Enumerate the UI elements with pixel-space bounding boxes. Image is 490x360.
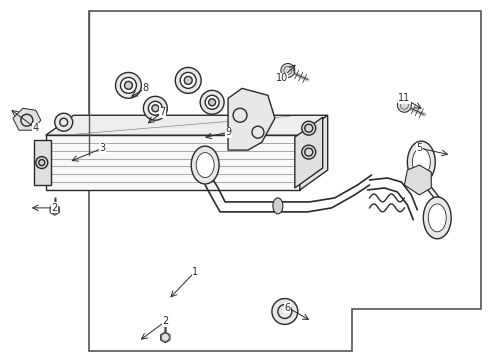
Polygon shape xyxy=(300,115,328,190)
Ellipse shape xyxy=(273,198,283,214)
Circle shape xyxy=(272,298,298,324)
Text: 11: 11 xyxy=(398,93,411,103)
Text: 8: 8 xyxy=(142,84,148,93)
Circle shape xyxy=(124,81,132,89)
Circle shape xyxy=(152,105,159,112)
Text: 2: 2 xyxy=(162,316,169,327)
Circle shape xyxy=(55,113,73,131)
Circle shape xyxy=(148,101,162,115)
Circle shape xyxy=(161,333,169,341)
Text: 5: 5 xyxy=(416,143,422,153)
Ellipse shape xyxy=(423,197,451,239)
Polygon shape xyxy=(89,11,481,351)
Polygon shape xyxy=(228,88,275,150)
Text: 9: 9 xyxy=(225,127,231,137)
Ellipse shape xyxy=(428,204,446,232)
Ellipse shape xyxy=(407,141,435,183)
Ellipse shape xyxy=(413,148,430,176)
Circle shape xyxy=(116,72,142,98)
Text: 2: 2 xyxy=(51,203,58,213)
Ellipse shape xyxy=(196,153,214,177)
Polygon shape xyxy=(46,135,300,190)
Text: 7: 7 xyxy=(159,107,166,117)
Circle shape xyxy=(281,63,295,77)
Polygon shape xyxy=(34,140,51,185)
Circle shape xyxy=(397,98,412,112)
Circle shape xyxy=(36,157,48,168)
Polygon shape xyxy=(50,204,59,215)
Ellipse shape xyxy=(191,146,219,184)
Circle shape xyxy=(200,90,224,114)
Circle shape xyxy=(302,121,316,135)
Text: 3: 3 xyxy=(99,143,106,153)
Polygon shape xyxy=(13,108,41,130)
Polygon shape xyxy=(46,115,328,135)
Text: 10: 10 xyxy=(276,73,288,84)
Polygon shape xyxy=(404,165,431,195)
Circle shape xyxy=(302,145,316,159)
Polygon shape xyxy=(295,117,323,188)
Text: 1: 1 xyxy=(192,267,198,276)
Polygon shape xyxy=(161,332,170,343)
Circle shape xyxy=(205,95,219,109)
Text: 4: 4 xyxy=(33,123,39,133)
Circle shape xyxy=(184,76,192,84)
Circle shape xyxy=(51,206,59,214)
Circle shape xyxy=(175,67,201,93)
Circle shape xyxy=(144,96,167,120)
Circle shape xyxy=(121,77,136,93)
Circle shape xyxy=(209,99,216,106)
Circle shape xyxy=(180,72,196,88)
Text: 6: 6 xyxy=(285,302,291,312)
